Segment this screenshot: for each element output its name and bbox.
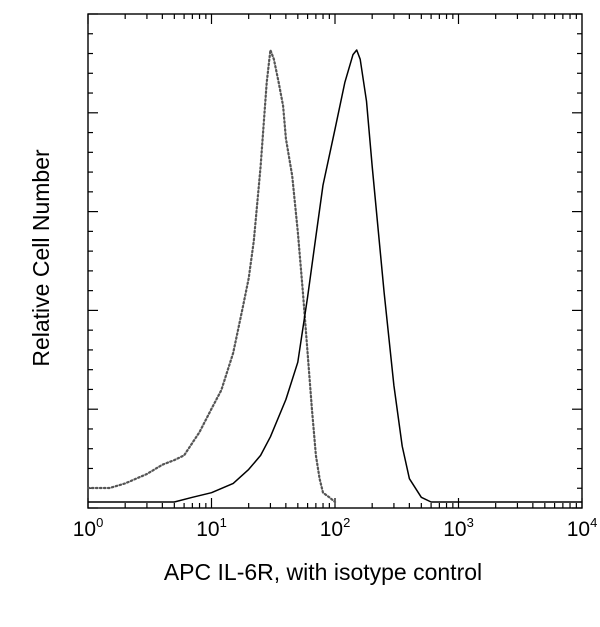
x-tick-label-3: 103 (443, 515, 474, 541)
x-tick-label-1: 101 (196, 515, 227, 541)
x-tick-label-4: 104 (567, 515, 598, 541)
x-tick-label-0: 100 (73, 515, 104, 541)
series-line-0 (86, 48, 337, 504)
series-layer (86, 48, 582, 504)
y-axis-title: Relative Cell Number (28, 149, 54, 367)
x-axis-ticks (87, 14, 583, 508)
y-axis-ticks (88, 13, 582, 509)
series-line-1 (88, 49, 582, 503)
x-tick-label-2: 102 (320, 515, 351, 541)
x-axis-title: APC IL-6R, with isotype control (164, 559, 482, 585)
plot-frame (87, 13, 583, 509)
x-tick-labels: 100 101 102 103 104 (73, 515, 598, 541)
